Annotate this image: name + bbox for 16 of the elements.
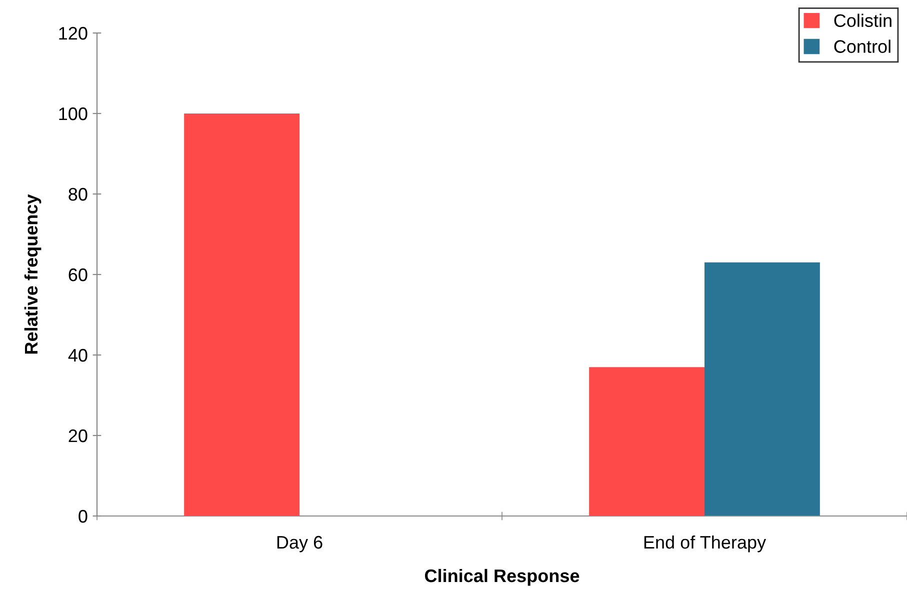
bar: [589, 367, 704, 516]
y-tick-label: 80: [68, 188, 88, 201]
bar: [184, 114, 300, 516]
y-tick-label: 60: [68, 268, 88, 282]
legend-label: Control: [834, 40, 890, 53]
x-tick-label: End of Therapy: [644, 535, 766, 552]
y-tick-label: 100: [59, 107, 88, 120]
y-tick-label: 20: [68, 429, 88, 442]
bar: [704, 262, 820, 516]
x-tick-label: Day 6: [277, 536, 322, 552]
y-axis-title: Relative frequency: [24, 194, 42, 354]
y-tick-label: 120: [59, 26, 88, 40]
y-tick-label: 40: [68, 348, 88, 362]
x-axis-title: Clinical Response: [424, 568, 580, 586]
y-tick-label: 0: [78, 510, 88, 523]
legend-label: Colistin: [834, 14, 892, 27]
